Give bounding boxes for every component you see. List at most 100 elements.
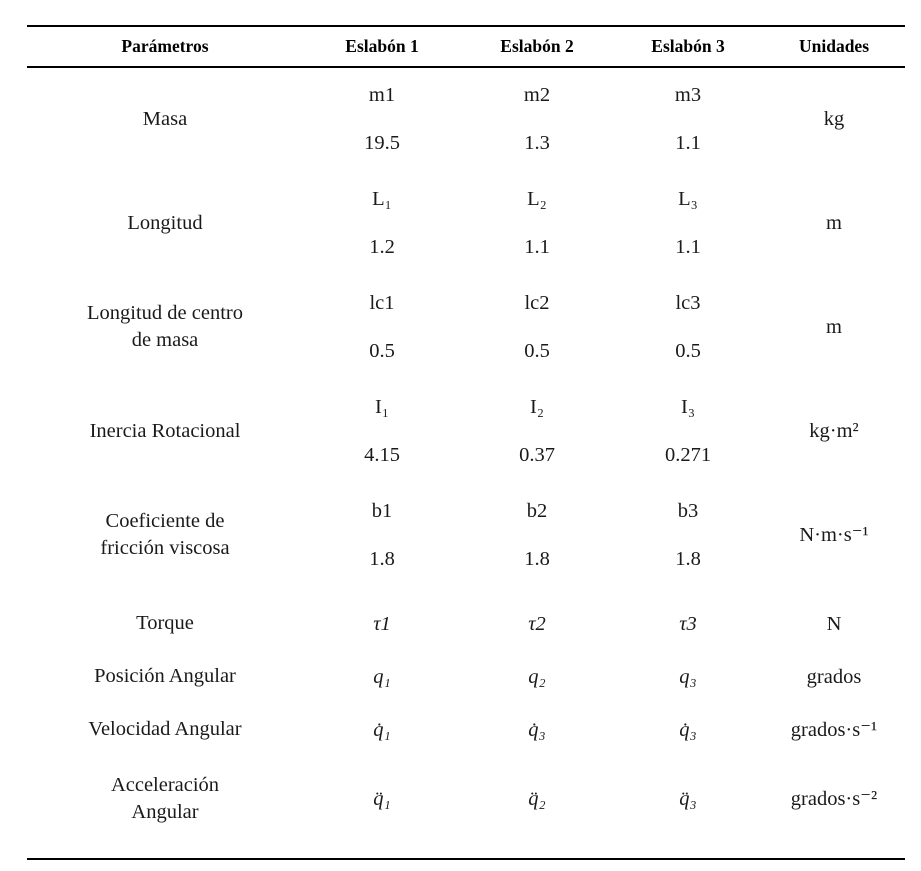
symbol-text: q₁ (373, 665, 391, 688)
link-cell: m2 1.3 (461, 67, 613, 172)
symbol-text: b3 (677, 500, 699, 522)
symbol-text: τ2 (528, 612, 546, 635)
value-text: 0.271 (664, 444, 712, 466)
header-unidades: Unidades (798, 36, 870, 56)
units-label: kg·m² (809, 420, 859, 442)
link-cell: I₁ 4.15 (303, 380, 461, 484)
link-cell: q̇₃ (613, 703, 763, 756)
table-row: Inercia Rotacional I₁ 4.15 I₂ 0.37 I₃ 0.271 kg·… (27, 380, 905, 484)
link-cell: τ3 (613, 588, 763, 650)
symbol-text: lc2 (524, 292, 550, 314)
param-label-line: Coeficiente de (105, 510, 225, 532)
param-label-line: Posición Angular (94, 665, 236, 687)
link-cell: lc3 0.5 (613, 276, 763, 380)
table-row: Longitud de centro de masa lc1 0.5 lc2 0.5 lc3… (27, 276, 905, 380)
header-parametros: Parámetros (121, 36, 209, 56)
link-cell: L₃ 1.1 (613, 172, 763, 276)
symbol-text: q̈₂ (528, 788, 546, 810)
symbol-text: I₃ (681, 396, 695, 418)
table-row: Longitud L₁ 1.2 L₂ 1.1 L₃ 1.1 m (27, 172, 905, 276)
table-body: Masa m1 19.5 m2 1.3 m3 1.1 kg Longitud L₁ 1.2 L₂ 1.1… (27, 67, 905, 859)
symbol-text: τ1 (373, 612, 391, 635)
param-label-line: Longitud de centro (87, 302, 243, 324)
header-row: Parámetros Eslabón 1 Eslabón 2 Eslabón 3… (27, 26, 905, 67)
link-cell: I₂ 0.37 (461, 380, 613, 484)
value-text: 1.1 (675, 132, 701, 154)
link-cell: b3 1.8 (613, 484, 763, 588)
value-text: 19.5 (364, 132, 400, 154)
header-eslabon-2: Eslabón 2 (500, 36, 574, 56)
param-label-line: Acceleración (110, 774, 220, 796)
symbol-text: L₂ (527, 188, 547, 210)
link-cell: m1 19.5 (303, 67, 461, 172)
symbol-text: q̇₁ (373, 718, 391, 741)
symbol-text: lc3 (675, 292, 701, 314)
symbol-text: m3 (674, 84, 702, 106)
value-text: 1.1 (524, 236, 550, 258)
value-text: 0.37 (519, 444, 555, 466)
link-cell: τ2 (461, 588, 613, 650)
param-label: Velocidad Angular (27, 703, 303, 756)
value-text: 1.3 (524, 132, 550, 154)
symbol-text: b1 (371, 500, 393, 522)
param-label-line: Inercia Rotacional (89, 419, 241, 442)
units-label: m (826, 316, 842, 338)
table-row: Posición Angular q₁ q₂ q₃ grados (27, 650, 905, 703)
symbol-text: q̇₃ (679, 718, 697, 741)
symbol-text: L₃ (678, 188, 698, 210)
link-cell: q̈₁ (303, 756, 461, 859)
link-cell: m3 1.1 (613, 67, 763, 172)
param-label: Posición Angular (27, 650, 303, 703)
table-row: Velocidad Angular q̇₁ q̇₃ q̇₃ grados·s⁻¹ (27, 703, 905, 756)
link-cell: lc2 0.5 (461, 276, 613, 380)
param-label: Acceleración Angular (27, 756, 303, 859)
header-eslabon-3: Eslabón 3 (651, 36, 725, 56)
symbol-text: q₂ (528, 665, 546, 688)
param-label: Masa (27, 67, 303, 172)
value-text: 1.8 (369, 548, 395, 570)
units-label: N (826, 612, 842, 635)
param-label-line: Velocidad Angular (88, 718, 242, 740)
units-label: kg (823, 108, 845, 130)
param-label: Longitud (27, 172, 303, 276)
value-text: 1.2 (369, 236, 395, 258)
link-cell: b2 1.8 (461, 484, 613, 588)
symbol-text: I₂ (530, 396, 544, 418)
param-label-line: Angular (131, 801, 199, 823)
units-label: N·m·s⁻¹ (799, 524, 869, 546)
param-label-line: Torque (136, 612, 194, 634)
link-cell: q̇₁ (303, 703, 461, 756)
param-label: Coeficiente de fricción viscosa (27, 484, 303, 588)
link-cell: q₂ (461, 650, 613, 703)
symbol-text: I₁ (375, 396, 389, 418)
symbol-text: b2 (526, 500, 548, 522)
param-label-line: Longitud (127, 211, 203, 234)
param-label: Inercia Rotacional (27, 380, 303, 484)
value-text: 1.8 (675, 548, 701, 570)
link-cell: q₃ (613, 650, 763, 703)
header-eslabon-1: Eslabón 1 (345, 36, 419, 56)
link-cell: q̇₃ (461, 703, 613, 756)
param-label: Torque (27, 588, 303, 650)
param-label-line: de masa (131, 329, 199, 351)
param-label-line: fricción viscosa (100, 537, 230, 559)
link-cell: lc1 0.5 (303, 276, 461, 380)
units-label: grados·s⁻² (790, 788, 878, 810)
link-cell: q̈₂ (461, 756, 613, 859)
units-label: grados (806, 665, 862, 688)
units-label: grados·s⁻¹ (790, 718, 878, 741)
symbol-text: lc1 (369, 292, 395, 314)
link-cell: τ1 (303, 588, 461, 650)
table-row: Coeficiente de fricción viscosa b1 1.8 b2 1.8… (27, 484, 905, 588)
symbol-text: q̈₃ (679, 788, 697, 810)
symbol-text: q̈₁ (373, 788, 391, 810)
param-label: Longitud de centro de masa (27, 276, 303, 380)
symbol-text: m2 (523, 84, 551, 106)
symbol-text: m1 (368, 84, 396, 106)
table-row: Torque τ1 τ2 τ3 N (27, 588, 905, 650)
table-row: Acceleración Angular q̈₁ q̈₂ q̈₃ grados·s⁻² (27, 756, 905, 859)
table-row: Masa m1 19.5 m2 1.3 m3 1.1 kg (27, 67, 905, 172)
link-cell: I₃ 0.271 (613, 380, 763, 484)
value-text: 0.5 (369, 340, 395, 362)
table-header: Parámetros Eslabón 1 Eslabón 2 Eslabón 3… (27, 26, 905, 67)
